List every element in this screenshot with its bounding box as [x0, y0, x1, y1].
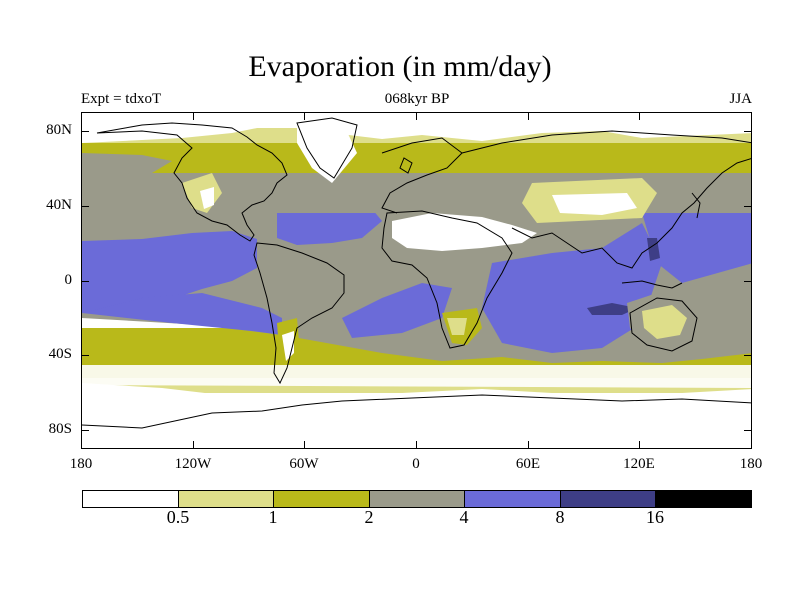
lat-tick-0: 0 [64, 272, 73, 288]
colorbar-label-2: 2 [364, 507, 374, 527]
europe-coast [381, 137, 463, 214]
asia-white-inner [552, 193, 637, 215]
lon-tickmark [304, 112, 305, 120]
south-atlantic-blue [342, 283, 452, 338]
colorbar-label-1: 1 [268, 507, 278, 527]
indonesia-coast [621, 280, 683, 289]
lon-tickmark [416, 441, 417, 449]
greenland-white [297, 121, 357, 183]
lat-tickmark [744, 281, 752, 282]
north-america-coast [96, 122, 288, 242]
lon-tick-180w: 180 [69, 456, 93, 472]
australia-coast [629, 297, 698, 352]
map-title: Evaporation (in mm/day) [248, 50, 552, 83]
lon-tickmark [304, 441, 305, 449]
northern-olive-band [82, 138, 751, 173]
lon-tickmark [751, 441, 752, 449]
period-label: 068kyr BP [384, 91, 450, 107]
colorbar-segment [656, 491, 752, 507]
lat-tick-40s: 40S [48, 346, 72, 362]
coastlines [82, 117, 751, 429]
lon-tickmark [639, 441, 640, 449]
lat-tick-80s: 80S [48, 421, 72, 437]
colorbar-segment [178, 491, 275, 507]
lat-tickmark [81, 430, 89, 431]
lon-tick-60w: 60W [289, 456, 319, 472]
lat-tickmark [81, 206, 89, 207]
lat-tickmark [81, 281, 89, 282]
map-panel [81, 112, 752, 449]
lat-tickmark [744, 355, 752, 356]
colorbar-segment [465, 491, 561, 507]
colorbar-segment [369, 491, 466, 507]
lon-tick-120w: 120W [174, 456, 212, 472]
lat-tick-80n: 80N [46, 122, 72, 138]
lat-tickmark [744, 430, 752, 431]
lon-tickmark [416, 112, 417, 120]
na-white [200, 187, 214, 209]
colorbar-segment [560, 491, 657, 507]
s-africa-pale [447, 318, 467, 335]
lon-tick-60e: 60E [515, 456, 541, 472]
greenland-coast [296, 117, 358, 179]
indian-ocean-navy [587, 303, 637, 315]
japan-coast [691, 192, 701, 219]
season-label: JJA [729, 91, 752, 107]
southern-ocean-white [82, 365, 751, 388]
pacific-blue-region [82, 231, 257, 313]
lon-tickmark [193, 112, 194, 120]
colorbar-label-8: 8 [555, 507, 565, 527]
north-atlantic-blue [277, 209, 382, 245]
colorbar-label-16: 16 [646, 507, 664, 527]
africa-coast [381, 210, 513, 349]
lon-tickmark [639, 112, 640, 120]
australia-pale [642, 305, 687, 339]
asia-coast [461, 130, 751, 269]
lon-tick-180e: 180 [739, 456, 763, 472]
colorbar [82, 490, 752, 508]
evaporation-map [82, 113, 751, 448]
lat-tickmark [744, 206, 752, 207]
colorbar-label-4: 4 [459, 507, 469, 527]
lat-tickmark [744, 131, 752, 132]
indian-ocean-blue [482, 223, 662, 353]
lat-tickmark [81, 355, 89, 356]
sahara-white [392, 213, 537, 251]
experiment-label: Expt = tdxoT [81, 91, 162, 107]
south-pacific-blue [82, 293, 282, 335]
lon-tickmark [528, 441, 529, 449]
lat-tickmark [81, 131, 89, 132]
south-america-coast [253, 242, 345, 385]
antarctica-coast [82, 394, 751, 429]
lon-tickmark [193, 441, 194, 449]
colorbar-segment [83, 491, 179, 507]
colorbar-segment [274, 491, 370, 507]
lat-tick-40n: 40N [46, 197, 72, 213]
lon-tickmark [528, 112, 529, 120]
north-pacific-gray [82, 153, 172, 175]
lon-tickmark [81, 441, 82, 449]
arctic-white [82, 113, 751, 143]
colorbar-label-0-5: 0.5 [166, 507, 190, 527]
uk-coast [399, 157, 413, 174]
lon-tick-120e: 120E [623, 456, 655, 472]
lon-tick-0: 0 [412, 456, 420, 472]
